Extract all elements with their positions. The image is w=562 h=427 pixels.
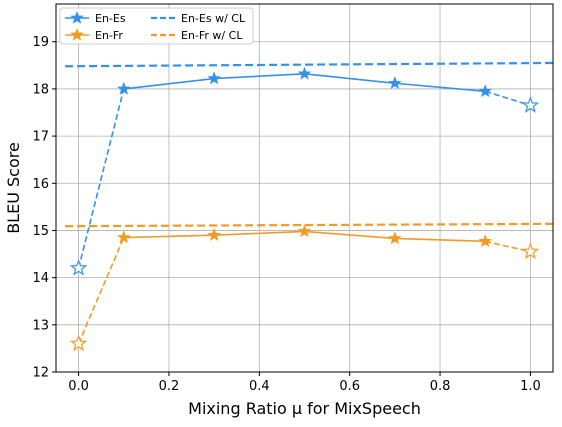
series-layer [65, 61, 554, 352]
data-point [116, 81, 131, 95]
series-en-fr-w-cl [65, 222, 554, 228]
series-en-es [69, 66, 540, 276]
y-axis-label: BLEU Score [4, 142, 23, 234]
series-segment-dashed [77, 88, 125, 269]
y-tick-label: 13 [32, 318, 49, 333]
legend-item: En-Es w/ CL [151, 12, 246, 25]
series-segment-dashed [77, 237, 125, 345]
y-tick-label: 19 [32, 35, 49, 50]
series-line [65, 222, 554, 228]
x-tick-label: 1.0 [520, 379, 541, 394]
y-tick-label: 17 [32, 130, 49, 145]
legend-label: En-Fr w/ CL [181, 29, 243, 42]
data-point [388, 76, 402, 90]
data-point [521, 242, 540, 260]
series-line [65, 61, 554, 68]
y-tick-label: 14 [32, 271, 49, 286]
legend-star-icon [70, 10, 84, 24]
legend-box [59, 7, 254, 45]
series-segment-dashed [485, 240, 531, 253]
series-en-es-w-cl [65, 61, 554, 68]
data-point [478, 234, 493, 248]
legend-item: En-Es [65, 10, 126, 25]
legend-label: En-Es [95, 12, 126, 25]
legend-star-icon [70, 27, 84, 41]
x-axis-label: Mixing Ratio μ for MixSpeech [188, 399, 421, 418]
data-point [116, 230, 131, 244]
legend: En-Es En-Fr En-Es w/ CL En-Fr w/ CL [59, 7, 254, 45]
legend-label: En-Fr [95, 29, 123, 42]
x-tick-label: 0.8 [430, 379, 451, 394]
data-point [297, 224, 312, 238]
y-tick-label: 12 [32, 366, 49, 381]
series-en-fr [69, 224, 540, 352]
y-tick-label: 18 [32, 82, 49, 97]
legend-item: En-Fr w/ CL [151, 29, 243, 42]
x-tick-label: 0.0 [68, 379, 89, 394]
data-point [69, 258, 88, 276]
axes: 0.0 0.2 0.4 0.6 0.8 1.0 12 13 14 15 16 17 18 19 [32, 35, 540, 394]
plot-frame [55, 3, 554, 373]
legend-item: En-Fr [65, 27, 123, 42]
x-tick-label: 0.2 [159, 379, 180, 394]
data-point [478, 84, 493, 98]
legend-label: En-Es w/ CL [181, 12, 246, 25]
y-tick-label: 16 [32, 177, 49, 192]
x-tick-label: 0.6 [339, 379, 360, 394]
data-point [521, 96, 540, 113]
data-point [69, 334, 88, 352]
y-tick-label: 15 [32, 224, 49, 239]
data-point [207, 71, 221, 85]
data-point [207, 228, 221, 241]
x-tick-label: 0.4 [249, 379, 270, 394]
data-point [388, 231, 402, 245]
data-point [297, 66, 312, 80]
